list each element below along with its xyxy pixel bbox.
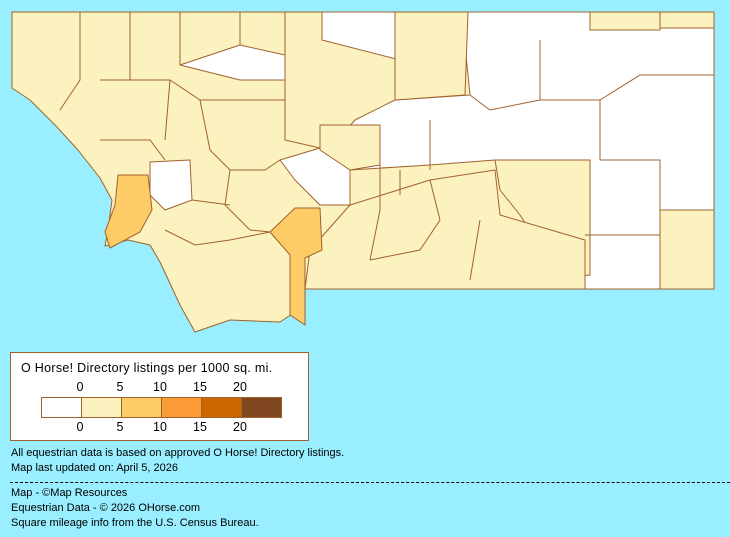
last-updated: Map last updated on: April 5, 2026: [11, 462, 178, 474]
county-borders: [59, 12, 714, 281]
legend-swatch: [122, 398, 162, 417]
census-credit: Square mileage info from the U.S. Census…: [11, 517, 259, 529]
data-source-note: All equestrian data is based on approved…: [11, 447, 345, 459]
county-low-northeast: [589, 11, 661, 31]
legend-top-tick: 0: [76, 380, 84, 394]
legend-color-scale: [41, 397, 282, 418]
legend-bottom-tick: 0: [76, 420, 84, 434]
montana-county-map: [11, 11, 715, 333]
legend-swatch: [162, 398, 202, 417]
county-mid-gallatin: [269, 207, 323, 326]
county-mid-ravalli: [104, 174, 153, 249]
divider: [10, 482, 730, 483]
data-credit: Equestrian Data - © 2026 OHorse.com: [11, 502, 201, 514]
county-white-north: [179, 44, 286, 81]
legend-bottom-tick: 10: [153, 420, 167, 434]
legend: O Horse! Directory listings per 1000 sq.…: [10, 352, 309, 441]
legend-bottom-tick: 20: [233, 420, 247, 434]
legend-top-tick: 5: [116, 380, 124, 394]
county-low-hiline: [394, 11, 469, 101]
legend-title: O Horse! Directory listings per 1000 sq.…: [21, 361, 273, 375]
legend-swatch: [42, 398, 82, 417]
legend-top-tick: 20: [233, 380, 247, 394]
county-low-central: [319, 124, 381, 171]
legend-top-tick: 10: [153, 380, 167, 394]
map-credit: Map - ©Map Resources: [11, 487, 128, 499]
legend-swatch: [202, 398, 242, 417]
county-low-southeast: [659, 209, 715, 290]
legend-swatch: [82, 398, 122, 417]
legend-bottom-tick: 5: [116, 420, 124, 434]
legend-top-tick: 15: [193, 380, 207, 394]
legend-bottom-tick: 15: [193, 420, 207, 434]
legend-swatch: [242, 398, 281, 417]
